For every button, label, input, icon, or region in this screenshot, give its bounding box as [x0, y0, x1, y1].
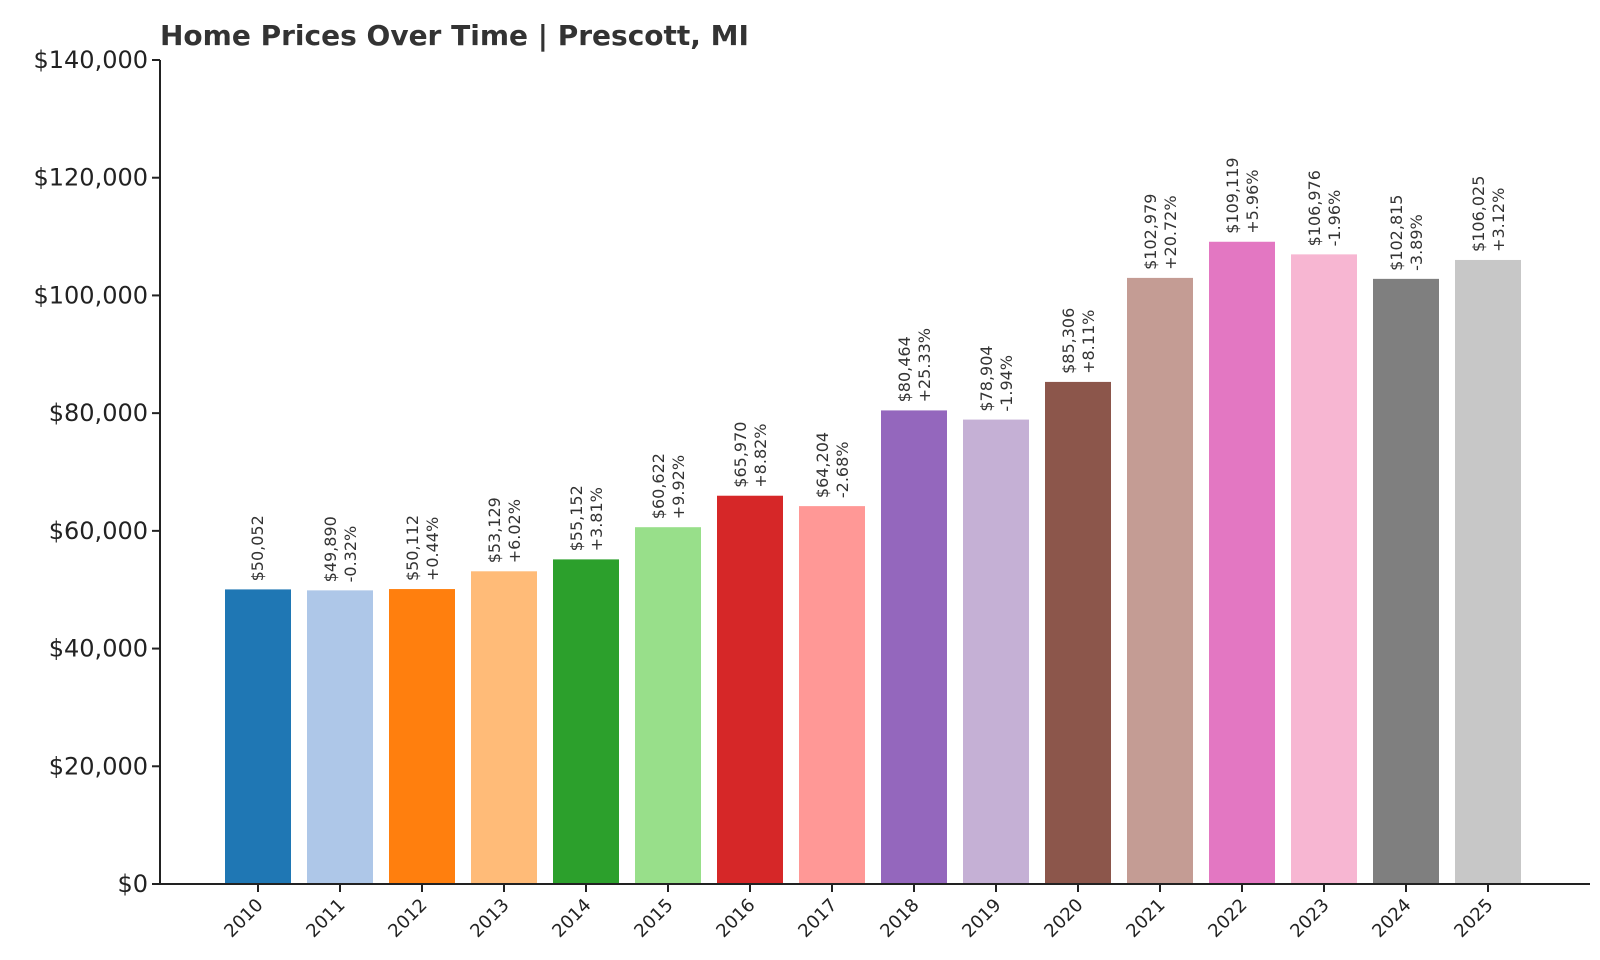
bar-change-label: -2.68%	[833, 442, 852, 499]
bar-2018	[881, 410, 947, 884]
x-tick-label: 2022	[1204, 895, 1251, 942]
bar-change-label: +3.12%	[1489, 188, 1508, 252]
bar-value-label: $50,052	[248, 515, 267, 581]
x-tick-label: 2013	[466, 895, 513, 942]
y-tick-label: $60,000	[49, 517, 148, 545]
bar-2024	[1373, 278, 1439, 884]
bar-change-label: +9.92%	[669, 455, 688, 519]
bar-2019	[963, 419, 1029, 884]
bar-value-label: $85,306	[1059, 308, 1078, 374]
x-tick-label: 2021	[1122, 895, 1169, 942]
bar-change-label: -1.96%	[1325, 190, 1344, 247]
bar-change-label: +0.44%	[423, 517, 442, 581]
bar-change-label: +25.33%	[915, 328, 934, 402]
x-tick-label: 2019	[958, 895, 1005, 942]
bar-value-label: $102,815	[1387, 195, 1406, 271]
y-tick-label: $80,000	[49, 399, 148, 427]
x-tick-label: 2012	[384, 895, 431, 942]
bar-2020	[1045, 381, 1111, 884]
bar-2025	[1455, 259, 1521, 884]
bar-change-label: +8.11%	[1079, 310, 1098, 374]
bar-value-label: $55,152	[567, 485, 586, 551]
y-tick-label: $140,000	[33, 46, 148, 74]
x-tick-label: 2010	[220, 895, 267, 942]
bar-change-label: +5.96%	[1243, 170, 1262, 234]
bar-value-label: $64,204	[813, 432, 832, 498]
bar-value-label: $78,904	[977, 345, 996, 411]
bar-value-label: $53,129	[485, 497, 504, 563]
bar-value-label: $50,112	[403, 515, 422, 581]
bar-2023	[1291, 254, 1357, 885]
x-tick-label: 2017	[794, 895, 841, 942]
bar-2014	[553, 559, 619, 884]
y-tick-label: $40,000	[49, 635, 148, 663]
bar-change-label: +6.02%	[505, 499, 524, 563]
bars-group: $50,052 $49,890 -0.32% $50,112 +0.44% $53,129…	[225, 157, 1521, 885]
bar-2012	[389, 589, 455, 884]
bar-value-label: $109,119	[1223, 157, 1242, 233]
y-tick-label: $0	[117, 870, 148, 898]
y-tick-label: $120,000	[33, 164, 148, 192]
bar-value-label: $102,979	[1141, 194, 1160, 270]
x-axis-ticks: 2010 2011 2012 2013 2014 2015 2016 2017 2018 2019…	[220, 884, 1498, 942]
bar-change-label: +3.81%	[587, 487, 606, 551]
bar-change-label: +8.82%	[751, 423, 770, 487]
x-tick-label: 2018	[876, 895, 923, 942]
bar-value-label: $49,890	[321, 516, 340, 582]
y-tick-label: $100,000	[33, 281, 148, 309]
bar-2010	[225, 589, 291, 884]
x-tick-label: 2014	[548, 895, 595, 942]
bar-2011	[307, 590, 373, 884]
bar-value-label: $106,976	[1305, 170, 1324, 246]
bar-2015	[635, 527, 701, 884]
x-tick-label: 2016	[712, 895, 759, 942]
bar-change-label: -0.32%	[341, 526, 360, 583]
y-axis-ticks: $0 $20,000 $40,000 $60,000 $80,000 $100,000 $1…	[33, 46, 160, 898]
x-tick-label: 2023	[1286, 895, 1333, 942]
x-tick-label: 2024	[1368, 895, 1415, 942]
bar-2022	[1209, 241, 1275, 885]
x-tick-label: 2020	[1040, 895, 1087, 942]
y-tick-label: $20,000	[49, 752, 148, 780]
bar-2017	[799, 506, 865, 884]
x-tick-label: 2015	[630, 895, 677, 942]
x-tick-label: 2025	[1450, 895, 1497, 942]
bar-change-label: +20.72%	[1161, 195, 1180, 269]
bar-2021	[1127, 277, 1193, 884]
bar-2013	[471, 571, 537, 884]
bar-change-label: -1.94%	[997, 355, 1016, 412]
x-tick-label: 2011	[302, 895, 349, 942]
bar-value-label: $60,622	[649, 453, 668, 519]
bar-value-label: $80,464	[895, 336, 914, 402]
bar-change-label: -3.89%	[1407, 214, 1426, 271]
chart-title: Home Prices Over Time | Prescott, MI	[160, 19, 749, 52]
bar-value-label: $65,970	[731, 422, 750, 488]
bar-2016	[717, 495, 783, 884]
bar-value-label: $106,025	[1469, 176, 1488, 252]
